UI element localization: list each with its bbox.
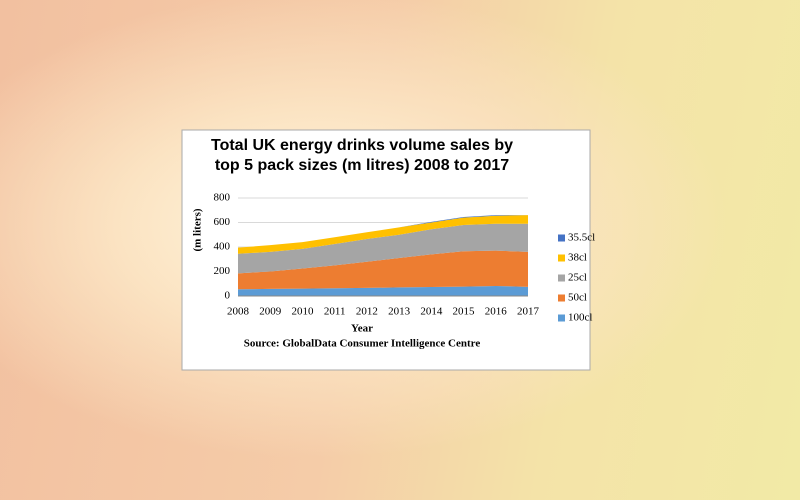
legend-label: 38cl bbox=[568, 252, 587, 264]
legend-swatch bbox=[558, 254, 565, 262]
x-tick-label: 2009 bbox=[259, 306, 282, 318]
legend-swatch bbox=[558, 314, 565, 322]
x-tick-label: 2010 bbox=[291, 306, 314, 318]
legend-swatch bbox=[558, 234, 565, 242]
area bbox=[238, 215, 528, 254]
x-tick-label: 2017 bbox=[517, 306, 540, 318]
area bbox=[238, 285, 528, 296]
x-tick-label: 2008 bbox=[227, 306, 250, 318]
legend-label: 100cl bbox=[568, 312, 592, 324]
y-tick-label: 800 bbox=[214, 192, 231, 204]
x-tick-label: 2011 bbox=[324, 306, 346, 318]
y-tick-label: 200 bbox=[214, 265, 231, 277]
legend-label: 25cl bbox=[568, 272, 587, 284]
legend-label: 50cl bbox=[568, 292, 587, 304]
area bbox=[238, 223, 528, 274]
x-tick-label: 2015 bbox=[453, 306, 476, 318]
y-tick-label: 400 bbox=[214, 241, 231, 253]
legend-swatch bbox=[558, 294, 565, 302]
legend-label: 35.5cl bbox=[568, 232, 595, 244]
y-tick-label: 600 bbox=[214, 216, 231, 228]
x-tick-label: 2013 bbox=[388, 306, 411, 318]
legend-swatch bbox=[558, 274, 565, 282]
x-tick-label: 2014 bbox=[420, 306, 443, 318]
x-tick-label: 2016 bbox=[485, 306, 508, 318]
chart-title: Total UK energy drinks volume sales by to… bbox=[211, 137, 513, 174]
y-tick-label: 0 bbox=[225, 290, 231, 302]
area bbox=[238, 250, 528, 290]
source: Source: GlobalData Consumer Intelligence… bbox=[244, 338, 481, 350]
x-axis-label: Year bbox=[351, 323, 373, 335]
y-axis-label: (m liters) bbox=[192, 208, 204, 251]
x-tick-label: 2012 bbox=[356, 306, 378, 318]
